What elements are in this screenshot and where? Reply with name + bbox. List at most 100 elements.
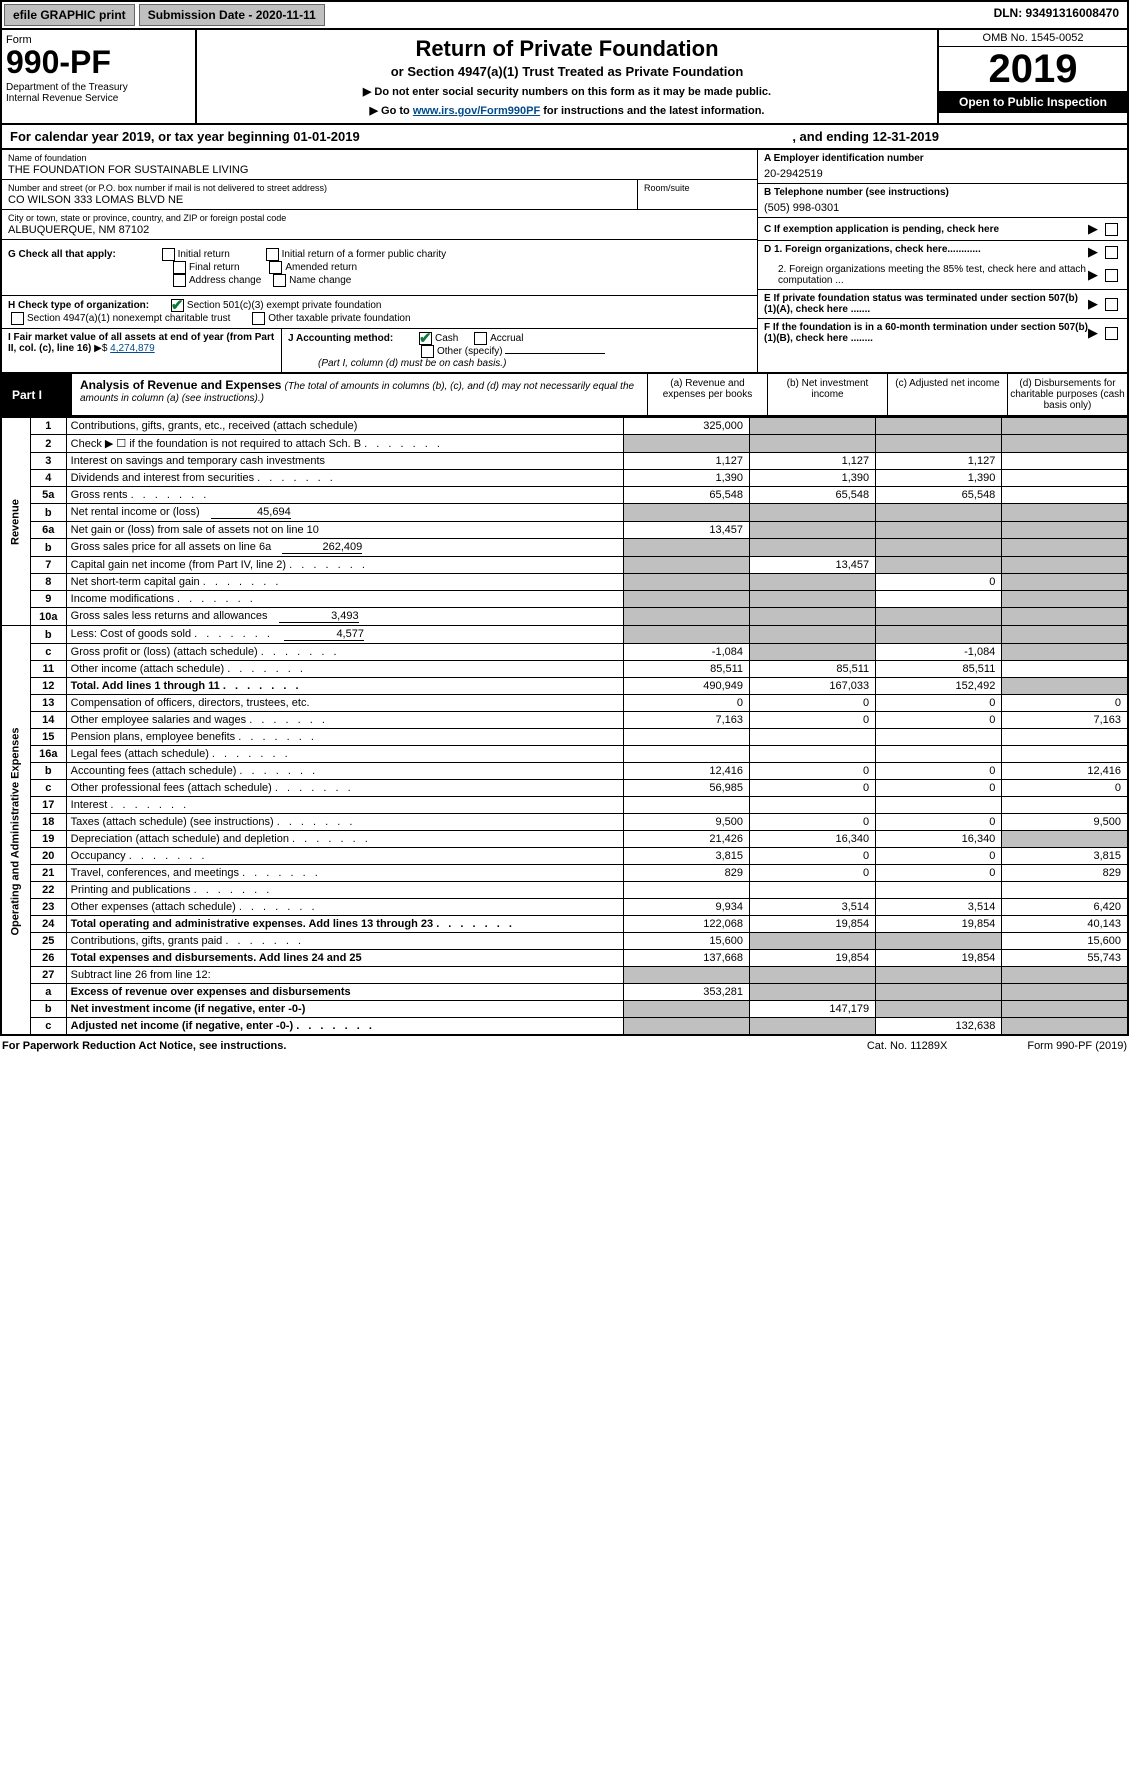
line-number: 24 — [30, 916, 66, 933]
line-description: Gross profit or (loss) (attach schedule)… — [66, 644, 623, 661]
amount-cell: 0 — [1002, 780, 1128, 797]
amount-cell: 65,548 — [623, 487, 749, 504]
catalog-number: Cat. No. 11289X — [867, 1040, 948, 1052]
amount-cell — [876, 539, 1002, 557]
arrow-icon: ▶ — [1088, 267, 1098, 283]
amount-cell: 1,390 — [876, 470, 1002, 487]
table-row: cAdjusted net income (if negative, enter… — [1, 1018, 1128, 1036]
table-row: 7Capital gain net income (from Part IV, … — [1, 557, 1128, 574]
note2-pre: ▶ Go to — [370, 105, 413, 117]
other-taxable-checkbox[interactable] — [252, 312, 265, 325]
amount-cell — [1002, 522, 1128, 539]
final-return-checkbox[interactable] — [173, 261, 186, 274]
title-box: Return of Private Foundation or Section … — [197, 30, 937, 123]
table-row: 24Total operating and administrative exp… — [1, 916, 1128, 933]
line-description: Gross rents . . . . . . . — [66, 487, 623, 504]
line-number: 12 — [30, 678, 66, 695]
amount-cell — [1002, 574, 1128, 591]
amount-cell — [876, 882, 1002, 899]
efile-button[interactable]: efile GRAPHIC print — [4, 4, 135, 26]
amount-cell — [1002, 470, 1128, 487]
table-row: 6aNet gain or (loss) from sale of assets… — [1, 522, 1128, 539]
table-row: 17Interest . . . . . . . — [1, 797, 1128, 814]
amended-checkbox[interactable] — [269, 261, 282, 274]
city-cell: City or town, state or province, country… — [2, 210, 757, 240]
cash-checkbox[interactable] — [419, 332, 432, 345]
other-method-checkbox[interactable] — [421, 345, 434, 358]
line-description: Less: Cost of goods sold . . . . . . . 4… — [66, 626, 623, 644]
table-row: 2Check ▶ ☐ if the foundation is not requ… — [1, 435, 1128, 453]
d2-label: 2. Foreign organizations meeting the 85%… — [764, 264, 1088, 286]
year-box: OMB No. 1545-0052 2019 Open to Public In… — [937, 30, 1127, 123]
submission-button[interactable]: Submission Date - 2020-11-11 — [139, 4, 325, 26]
fmv-link[interactable]: 4,274,879 — [110, 343, 155, 354]
e-checkbox[interactable] — [1105, 298, 1118, 311]
501c3-checkbox[interactable] — [171, 299, 184, 312]
amount-cell — [750, 1018, 876, 1036]
section-i: I Fair market value of all assets at end… — [2, 329, 282, 372]
line-number: 1 — [30, 418, 66, 435]
amount-cell — [623, 539, 749, 557]
line-description: Total operating and administrative expen… — [66, 916, 623, 933]
ein-cell: A Employer identification number 20-2942… — [758, 150, 1127, 184]
amount-cell: 0 — [750, 780, 876, 797]
line-number: 16a — [30, 746, 66, 763]
amount-cell — [876, 435, 1002, 453]
amount-cell: 1,390 — [623, 470, 749, 487]
amount-cell — [1002, 831, 1128, 848]
table-row: 5aGross rents . . . . . . .65,54865,5486… — [1, 487, 1128, 504]
table-row: 25Contributions, gifts, grants paid . . … — [1, 933, 1128, 950]
amount-cell — [750, 522, 876, 539]
accrual-checkbox[interactable] — [474, 332, 487, 345]
line-description: Other professional fees (attach schedule… — [66, 780, 623, 797]
amount-cell — [1002, 644, 1128, 661]
address-label: Number and street (or P.O. box number if… — [8, 183, 631, 193]
initial-return-checkbox[interactable] — [162, 248, 175, 261]
amount-cell: 55,743 — [1002, 950, 1128, 967]
amount-cell — [623, 608, 749, 626]
line-number: 5a — [30, 487, 66, 504]
amount-cell — [876, 557, 1002, 574]
name-change-checkbox[interactable] — [273, 274, 286, 287]
analysis-table: Revenue1Contributions, gifts, grants, et… — [0, 417, 1129, 1036]
amount-cell: 132,638 — [876, 1018, 1002, 1036]
amount-cell: 0 — [750, 865, 876, 882]
line-description: Taxes (attach schedule) (see instruction… — [66, 814, 623, 831]
instructions-link[interactable]: www.irs.gov/Form990PF — [413, 105, 540, 117]
line-number: 9 — [30, 591, 66, 608]
d1-checkbox[interactable] — [1105, 246, 1118, 259]
part-description: Analysis of Revenue and Expenses (The to… — [72, 374, 647, 415]
amount-cell — [750, 418, 876, 435]
amount-cell: 7,163 — [1002, 712, 1128, 729]
amount-cell: 12,416 — [1002, 763, 1128, 780]
arrow-icon: ▶ — [1088, 296, 1098, 312]
line-number: c — [30, 780, 66, 797]
part-title: Analysis of Revenue and Expenses — [80, 378, 281, 392]
amount-cell — [750, 539, 876, 557]
amount-cell — [1002, 1018, 1128, 1036]
j-accrual: Accrual — [490, 333, 523, 344]
cal-begin: For calendar year 2019, or tax year begi… — [10, 129, 360, 144]
c-checkbox[interactable] — [1105, 223, 1118, 236]
line-number: 18 — [30, 814, 66, 831]
col-c-header: (c) Adjusted net income — [887, 374, 1007, 415]
f-checkbox[interactable] — [1105, 327, 1118, 340]
amount-cell: 167,033 — [750, 678, 876, 695]
initial-public-checkbox[interactable] — [266, 248, 279, 261]
table-row: 12Total. Add lines 1 through 11 . . . . … — [1, 678, 1128, 695]
d2-checkbox[interactable] — [1105, 269, 1118, 282]
col-a-header: (a) Revenue and expenses per books — [647, 374, 767, 415]
4947-checkbox[interactable] — [11, 312, 24, 325]
amount-cell: 0 — [623, 695, 749, 712]
amount-cell: 13,457 — [623, 522, 749, 539]
amount-cell — [750, 797, 876, 814]
amount-cell — [623, 882, 749, 899]
g-label: G Check all that apply: — [8, 249, 116, 260]
address-change-checkbox[interactable] — [173, 274, 186, 287]
h-label: H Check type of organization: — [8, 300, 149, 311]
line-description: Printing and publications . . . . . . . — [66, 882, 623, 899]
line-number: a — [30, 984, 66, 1001]
amount-cell: 65,548 — [876, 487, 1002, 504]
line-description: Interest . . . . . . . — [66, 797, 623, 814]
h-opt-3: Other taxable private foundation — [268, 313, 410, 324]
